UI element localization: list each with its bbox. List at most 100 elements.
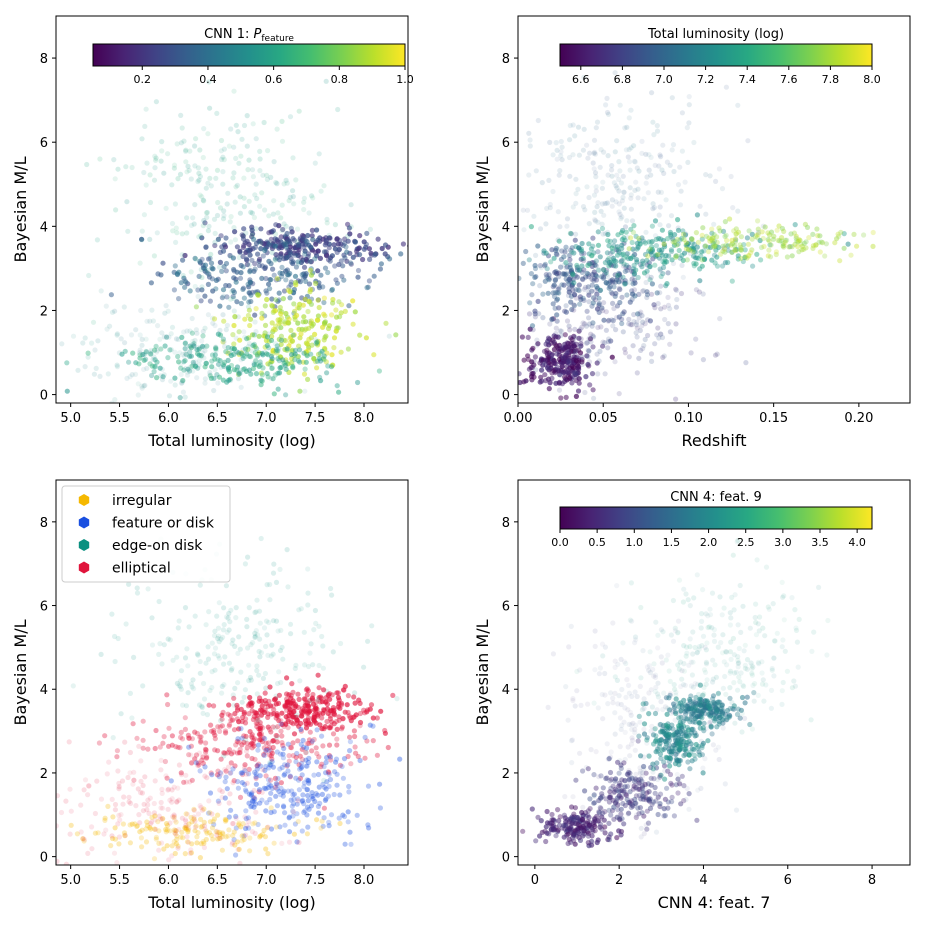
data-point (661, 304, 668, 310)
data-point (669, 782, 675, 788)
data-point (233, 815, 239, 821)
data-point (586, 315, 592, 321)
data-point (563, 276, 569, 282)
data-point (192, 255, 198, 261)
data-point (628, 145, 634, 151)
data-point (607, 789, 613, 795)
data-point (540, 315, 546, 321)
data-point (326, 823, 332, 829)
data-point (271, 198, 277, 204)
data-point (684, 257, 690, 263)
data-point (301, 350, 307, 356)
data-point (187, 148, 193, 154)
data-point (658, 273, 664, 280)
data-point (246, 284, 252, 290)
data-point (594, 351, 600, 357)
data-point (657, 774, 663, 780)
data-point (182, 851, 188, 857)
data-point (612, 279, 619, 285)
data-point (639, 778, 645, 784)
data-point (326, 771, 332, 778)
data-point (192, 729, 198, 735)
data-point (208, 251, 214, 257)
data-point (624, 251, 630, 257)
data-point (648, 274, 654, 280)
data-point (158, 373, 164, 379)
data-point (646, 798, 653, 804)
data-point (677, 202, 684, 208)
data-point (638, 796, 644, 802)
data-point (352, 700, 358, 706)
data-point (189, 315, 195, 322)
data-point (223, 260, 230, 267)
data-point (660, 271, 666, 277)
data-point (301, 709, 307, 715)
data-point (215, 199, 221, 206)
data-point (538, 265, 544, 271)
data-point (754, 235, 760, 241)
data-point (573, 287, 579, 293)
data-point (285, 725, 291, 731)
data-point (689, 758, 695, 764)
data-point (192, 363, 198, 369)
data-point (669, 794, 675, 801)
data-point (219, 244, 225, 250)
data-point (196, 362, 202, 368)
data-point (315, 792, 321, 798)
data-point (257, 359, 263, 365)
data-point (266, 230, 272, 236)
data-point (397, 756, 403, 762)
data-point (692, 733, 698, 739)
data-point (520, 207, 526, 213)
data-point (153, 727, 159, 734)
data-point (511, 358, 516, 363)
data-point (169, 220, 176, 227)
data-point (735, 102, 741, 108)
data-point (215, 748, 221, 754)
data-point (701, 720, 707, 726)
y-axis-label: Bayesian M/L (473, 156, 492, 262)
data-point (513, 359, 518, 364)
data-point (267, 752, 273, 758)
data-point (291, 791, 297, 797)
data-point (263, 275, 269, 282)
data-point (685, 708, 691, 714)
data-point (242, 346, 249, 352)
data-point (114, 364, 120, 370)
data-point (693, 249, 699, 255)
data-point (676, 715, 682, 721)
data-point (263, 740, 269, 746)
data-point (317, 374, 323, 380)
data-point (713, 247, 719, 253)
data-point (266, 345, 272, 351)
data-point (188, 269, 194, 275)
data-point (230, 293, 236, 300)
data-point (68, 822, 74, 828)
data-point (213, 348, 219, 354)
data-point (127, 822, 133, 828)
data-point (683, 716, 689, 722)
data-point (639, 323, 645, 329)
data-point (671, 239, 677, 245)
data-point (573, 393, 580, 399)
data-point (634, 240, 640, 246)
data-point (325, 325, 332, 332)
data-point (241, 242, 247, 249)
data-point (376, 368, 382, 374)
data-point (611, 804, 617, 810)
data-point (238, 726, 244, 732)
data-point (638, 347, 644, 353)
data-point (232, 763, 238, 769)
data-point (357, 710, 363, 717)
data-point (672, 761, 679, 767)
data-point (688, 350, 694, 356)
data-point (654, 760, 660, 766)
data-point (325, 363, 331, 369)
data-point (323, 759, 329, 766)
data-point (637, 241, 643, 247)
data-point (803, 245, 809, 251)
data-point (683, 711, 689, 717)
legend-label: feature or disk (112, 516, 215, 532)
data-point (574, 274, 580, 280)
data-point (82, 364, 88, 370)
